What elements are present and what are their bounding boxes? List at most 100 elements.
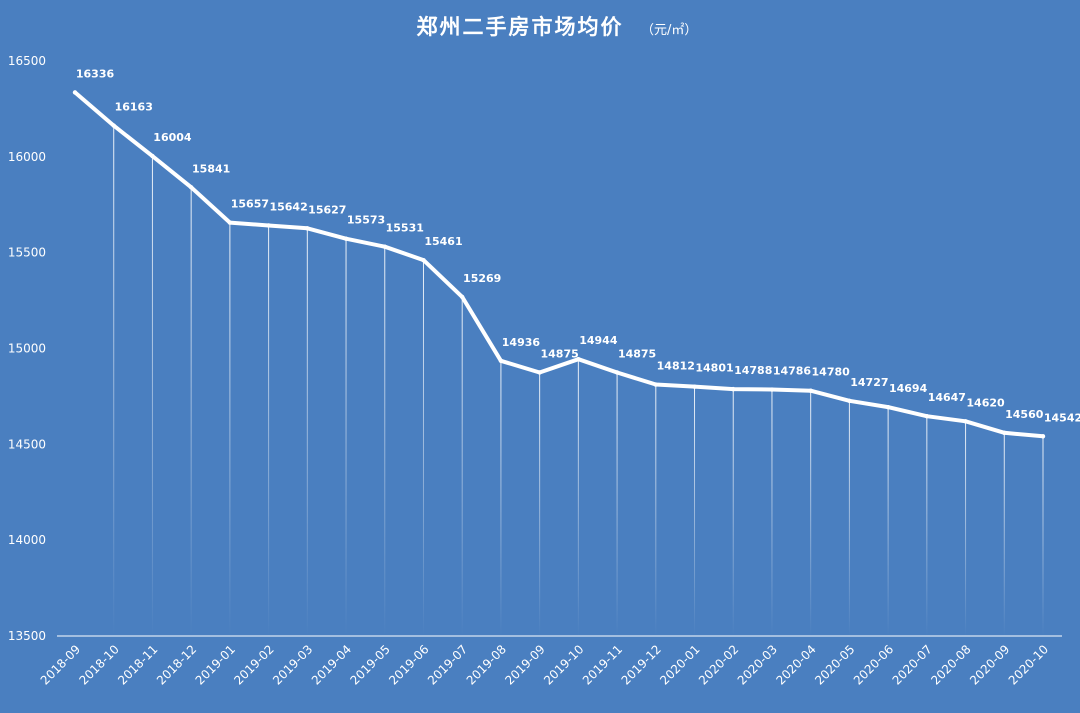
x-tick-label: 2019-08	[464, 642, 509, 687]
x-tick-label: 2020-07	[890, 642, 935, 687]
drop-line	[422, 260, 424, 636]
data-label: 14875	[540, 347, 578, 360]
data-point	[227, 220, 233, 225]
data-label: 16163	[115, 101, 153, 114]
x-tick-label: 2018-10	[76, 642, 121, 687]
x-tick-label: 2020-10	[1006, 642, 1051, 687]
data-label: 16336	[76, 67, 115, 80]
data-label: 14727	[850, 376, 888, 389]
drop-line	[268, 225, 270, 636]
y-tick-label: 16500	[8, 54, 46, 68]
data-point	[382, 244, 387, 249]
y-axis: 13500 14000 14500 15000 15500 16000 16500	[8, 54, 46, 643]
data-point	[731, 386, 736, 392]
x-tick-label: 2020-08	[928, 642, 973, 687]
data-point	[150, 153, 155, 159]
data-label: 15841	[192, 162, 230, 175]
data-point	[1002, 430, 1007, 436]
drop-line	[810, 390, 812, 636]
data-label: 15657	[231, 198, 269, 211]
data-point	[343, 236, 349, 241]
drop-line	[965, 421, 967, 636]
data-label: 14542	[1044, 411, 1080, 424]
drop-line	[616, 372, 618, 636]
drop-line	[655, 384, 657, 636]
data-point	[188, 185, 194, 190]
data-label: 15269	[463, 272, 501, 285]
data-label: 15531	[386, 222, 424, 235]
x-tick-label: 2020-09	[967, 642, 1012, 687]
x-tick-label: 2019-02	[231, 642, 276, 687]
data-label: 14560	[1005, 408, 1044, 421]
data-label: 14944	[579, 334, 618, 347]
data-label: 14780	[812, 366, 851, 379]
data-point	[963, 419, 968, 424]
data-point	[111, 123, 116, 128]
x-tick-label: 2018-12	[154, 642, 199, 687]
x-tick-label: 2019-12	[619, 642, 664, 687]
drop-line	[500, 360, 502, 636]
drop-line	[384, 246, 386, 636]
data-point	[692, 384, 697, 389]
drop-line	[113, 125, 115, 636]
drop-line	[694, 386, 696, 636]
x-tick-label: 2018-09	[38, 642, 83, 687]
drop-line	[539, 372, 541, 636]
drop-line	[848, 400, 850, 636]
drop-line	[190, 187, 192, 636]
y-tick-label: 14500	[8, 437, 46, 451]
data-label: 14620	[966, 396, 1005, 409]
data-point	[885, 404, 891, 410]
data-point	[653, 382, 658, 387]
chart-title: 郑州二手房市场均价	[417, 15, 624, 39]
series-polyline	[73, 90, 1045, 439]
y-tick-label: 14000	[8, 533, 46, 547]
series-line	[72, 90, 1046, 439]
x-tick-label: 2019-04	[309, 642, 354, 687]
x-tick-label: 2018-11	[115, 642, 160, 687]
data-point	[847, 398, 852, 404]
drop-line	[306, 228, 308, 636]
data-point	[460, 294, 465, 300]
x-tick-label: 2019-07	[425, 642, 470, 687]
data-point	[498, 358, 504, 363]
data-point	[769, 387, 775, 392]
data-point	[614, 370, 620, 375]
data-label: 14812	[657, 360, 695, 373]
data-label: 14647	[928, 391, 966, 404]
data-label: 15573	[347, 214, 385, 227]
x-tick-label: 2019-01	[193, 642, 238, 687]
data-labels: 16336 16163 16004 15841 15657 15642 1562715573…	[76, 67, 1080, 424]
drop-line	[151, 156, 153, 637]
data-label: 14801	[695, 362, 733, 375]
data-label: 15642	[269, 200, 307, 213]
x-tick-label: 2019-03	[270, 642, 315, 687]
chart-title-unit: （元/㎡）	[641, 23, 697, 38]
drop-line	[1003, 432, 1005, 636]
data-point	[72, 90, 78, 95]
x-tick-label: 2019-10	[541, 642, 586, 687]
drop-line	[577, 359, 579, 636]
data-label: 14875	[618, 347, 656, 360]
data-point	[1040, 434, 1046, 439]
x-tick-label: 2019-06	[386, 642, 431, 687]
data-label: 14788	[734, 364, 772, 377]
data-point	[924, 413, 930, 419]
x-tick-label: 2020-03	[735, 642, 780, 687]
data-point	[808, 388, 813, 393]
data-point	[576, 357, 581, 362]
data-point	[305, 226, 310, 231]
data-label: 14694	[889, 382, 928, 395]
x-tick-label: 2019-11	[580, 642, 625, 687]
drop-lines	[113, 125, 1044, 637]
y-tick-label: 16000	[8, 150, 46, 164]
data-label: 14786	[773, 365, 812, 378]
data-label: 15627	[308, 203, 346, 216]
drop-line	[887, 407, 889, 636]
y-tick-label: 15500	[8, 246, 46, 260]
drop-line	[1042, 436, 1044, 636]
x-tick-label: 2020-05	[812, 642, 857, 687]
data-label: 14936	[502, 336, 541, 349]
